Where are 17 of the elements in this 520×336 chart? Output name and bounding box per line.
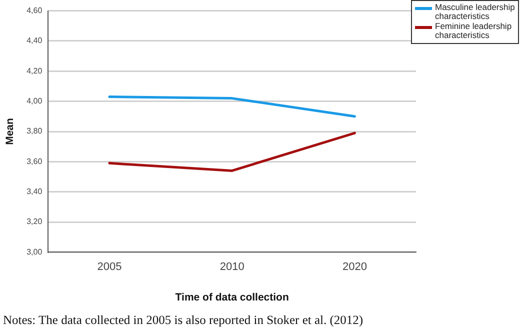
y-tick-label: 3,80 bbox=[26, 126, 43, 136]
y-tick-label: 3,60 bbox=[26, 156, 43, 166]
y-tick-label: 4,00 bbox=[26, 96, 43, 106]
y-tick-label: 4,40 bbox=[26, 36, 43, 46]
text: Notes: The data collected in 2005 is also reported in Stoker et al. (2012) bbox=[3, 313, 364, 328]
x-axis-title: Time of data collection bbox=[175, 292, 289, 304]
x-tick-label: 2010 bbox=[220, 260, 244, 273]
y-tick-label: 3,20 bbox=[26, 217, 43, 226]
y-tick-label: 4,60 bbox=[26, 6, 43, 16]
x-tick-label: 2020 bbox=[342, 260, 367, 273]
legend-label: Masculine leadership characteristics bbox=[435, 2, 516, 21]
y-tick-label: 4,20 bbox=[26, 66, 43, 76]
y-tick-label: 3,40 bbox=[26, 187, 43, 196]
x-tick-label: 2005 bbox=[97, 260, 122, 273]
legend-label: Feminine leadership characteristics bbox=[435, 21, 513, 40]
y-axis-title: Mean bbox=[4, 118, 16, 145]
y-tick-label: 3,00 bbox=[26, 247, 43, 256]
